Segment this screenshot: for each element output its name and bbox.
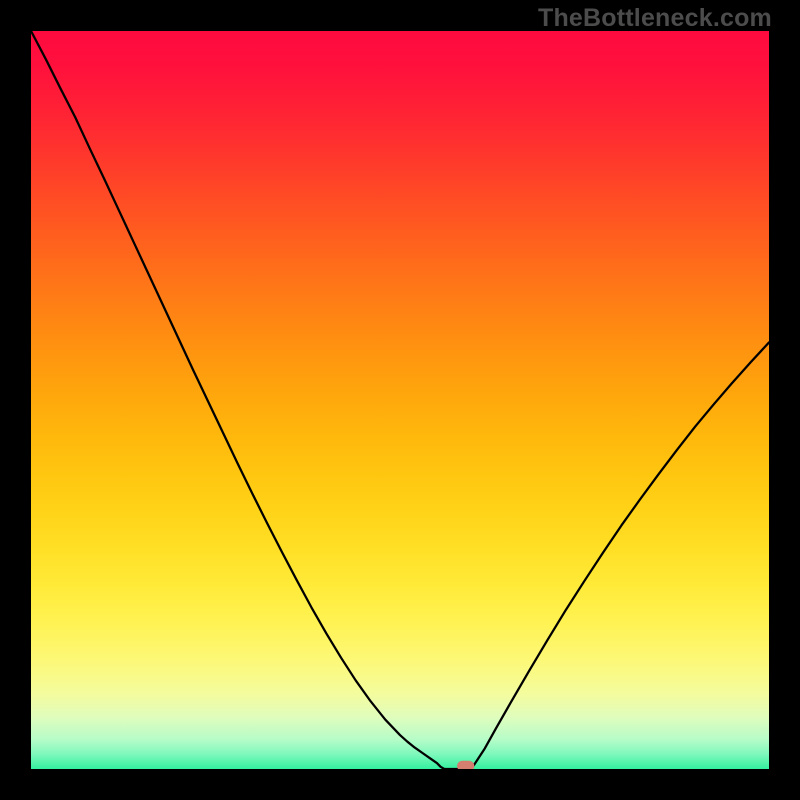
chart-svg [31, 31, 769, 769]
outer-frame: TheBottleneck.com [0, 0, 800, 800]
plot-area [31, 31, 769, 769]
optimal-point-marker [458, 761, 474, 769]
chart-background [31, 31, 769, 769]
watermark-text: TheBottleneck.com [538, 4, 772, 33]
